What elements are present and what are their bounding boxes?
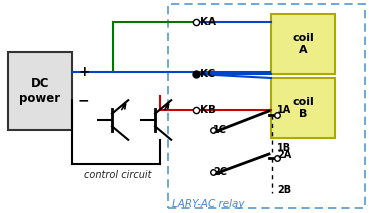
Text: KC: KC [200,69,215,79]
Text: 2A: 2A [277,150,291,160]
Bar [271,78,335,138]
Text: KB: KB [200,105,216,115]
Text: control circuit: control circuit [84,170,152,180]
Text: 2B: 2B [277,185,291,195]
Text: coil
B: coil B [292,97,314,119]
Bar [271,14,335,74]
Text: 1A: 1A [277,105,291,115]
Bar [168,4,365,208]
Text: 1B: 1B [277,143,291,153]
Text: 1C: 1C [213,125,227,135]
Bar [8,52,72,130]
Text: −: − [78,93,90,107]
Text: coil
A: coil A [292,33,314,55]
Text: DC
power: DC power [20,77,61,105]
Text: 2C: 2C [213,167,227,177]
Text: +: + [78,65,90,79]
Text: LARY-AC relay: LARY-AC relay [172,199,245,209]
Text: KA: KA [200,17,216,27]
